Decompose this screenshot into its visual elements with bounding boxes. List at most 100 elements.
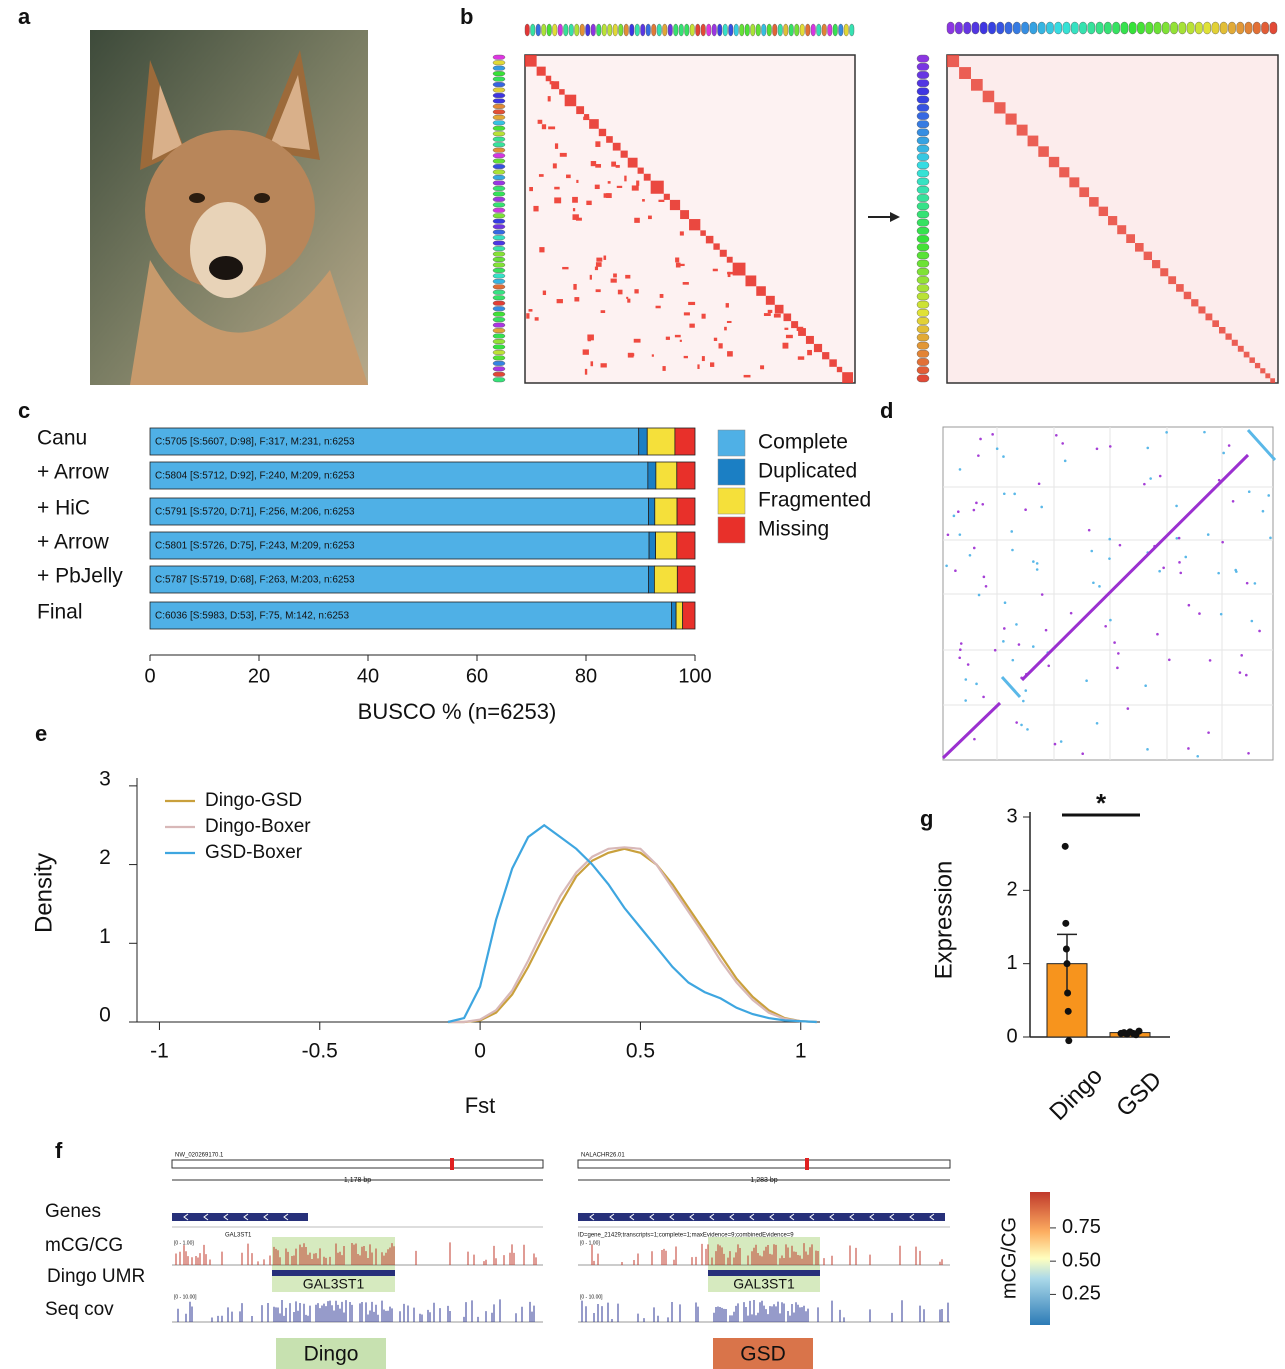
contact-block xyxy=(994,102,1006,114)
chromosome-chip xyxy=(492,207,506,213)
strand-arrow xyxy=(889,1213,895,1221)
chromosome-chip xyxy=(492,377,506,383)
bar-segment xyxy=(648,497,656,526)
dotplot-dot xyxy=(1003,627,1006,630)
contact-spot xyxy=(725,303,729,308)
contact-spot xyxy=(636,180,640,186)
chromosome-chip xyxy=(805,23,811,37)
contact-block xyxy=(1069,177,1080,188)
chromosome-chip xyxy=(492,371,506,377)
chromosome-chip xyxy=(535,23,541,37)
chromosome-chip xyxy=(916,292,930,301)
contact-block xyxy=(606,136,613,143)
contact-block xyxy=(545,75,552,82)
chromosome-chip xyxy=(1037,21,1046,35)
contact-block xyxy=(1254,362,1261,369)
contact-block xyxy=(1108,216,1118,226)
dotplot-dot xyxy=(964,678,968,681)
contact-block xyxy=(705,235,714,244)
category-label: + HiC xyxy=(37,497,90,520)
dotplot-dot xyxy=(958,533,962,536)
contact-spot xyxy=(556,299,563,304)
chromosome-chip xyxy=(492,147,506,153)
chromosome-chip xyxy=(492,251,506,257)
dotplot-dot xyxy=(975,501,978,505)
chromosome-chip xyxy=(552,23,558,37)
chromosome-chip xyxy=(916,136,930,145)
dotplot-dot xyxy=(1063,459,1067,463)
x-tick-label: 60 xyxy=(466,665,488,687)
contact-block xyxy=(1265,373,1271,379)
dotplot-dot xyxy=(1208,659,1212,662)
contact-spot xyxy=(600,363,607,368)
chromosome-chip xyxy=(492,235,506,241)
contact-spot xyxy=(718,343,723,349)
contact-spot xyxy=(590,161,597,167)
chromosome-chip xyxy=(695,23,701,37)
chromosome-chip xyxy=(916,366,930,375)
contact-block xyxy=(551,81,560,90)
chromosome-chip xyxy=(492,366,506,372)
bar-segment xyxy=(655,531,678,560)
chromosome-chip xyxy=(623,23,629,37)
chromosome-chip xyxy=(772,23,778,37)
dotplot-dot xyxy=(1184,555,1188,559)
contact-block xyxy=(1059,167,1070,178)
chromosome-chip xyxy=(492,76,506,82)
chromosome-chip xyxy=(979,21,988,35)
strand-arrow xyxy=(669,1213,675,1221)
contact-spot xyxy=(572,208,576,212)
chromosome-chip xyxy=(492,125,506,131)
dotplot-dot xyxy=(982,575,986,579)
chromosome-chip xyxy=(838,23,844,37)
dotplot-dot xyxy=(1143,482,1146,486)
contact-block xyxy=(637,167,644,174)
dotplot-dot xyxy=(993,648,997,652)
chromosome-chip xyxy=(684,23,690,37)
contact-block xyxy=(1098,206,1109,217)
chromosome-chip xyxy=(996,21,1005,35)
bar-segment xyxy=(676,497,696,526)
dotplot-dot xyxy=(957,510,960,513)
contact-spot xyxy=(533,205,539,212)
contact-block xyxy=(756,286,766,296)
chromosome-chip xyxy=(916,79,930,87)
chromosome-chip xyxy=(706,23,712,37)
contact-spot xyxy=(634,217,640,223)
data-point xyxy=(1135,1027,1143,1035)
chromosome-chip xyxy=(916,95,930,104)
contact-block xyxy=(536,66,546,76)
chromosome-chip xyxy=(1203,21,1212,35)
gene-model xyxy=(172,1213,308,1221)
dotplot-dot xyxy=(1175,504,1178,508)
chromosome-chip xyxy=(717,23,723,37)
contact-spot xyxy=(679,339,682,342)
contact-block xyxy=(1260,368,1266,374)
colorbar-label: mCG/CG xyxy=(998,1217,1020,1299)
contact-spot xyxy=(697,364,700,369)
track-label: mCG/CG xyxy=(45,1235,123,1256)
y-axis-label: Expression xyxy=(930,861,957,980)
strand-arrow xyxy=(609,1213,615,1221)
contact-spot xyxy=(595,164,602,168)
dotplot-dot xyxy=(1085,679,1088,683)
contact-spot xyxy=(526,313,530,319)
dotplot-dot xyxy=(1098,585,1101,588)
chromosome-chip xyxy=(946,21,955,35)
bar-segment xyxy=(674,427,696,456)
chromosome-chip xyxy=(799,23,805,37)
chromosome-chip xyxy=(590,23,596,37)
bar-segment xyxy=(676,565,696,594)
dotplot-dot xyxy=(1011,658,1015,662)
contact-block xyxy=(1243,351,1250,358)
strand-arrow xyxy=(929,1213,935,1221)
colorbar-tick-label: 0.75 xyxy=(1062,1216,1101,1238)
dotplot-dot xyxy=(1187,603,1191,607)
contact-spot xyxy=(572,214,579,220)
bar-segment xyxy=(638,427,648,456)
chromosome-chip xyxy=(739,23,745,37)
dotplot-dot xyxy=(1015,623,1018,626)
dotplot-dot xyxy=(981,502,985,506)
contact-spot xyxy=(627,298,631,303)
chromosome-chip xyxy=(916,177,930,186)
